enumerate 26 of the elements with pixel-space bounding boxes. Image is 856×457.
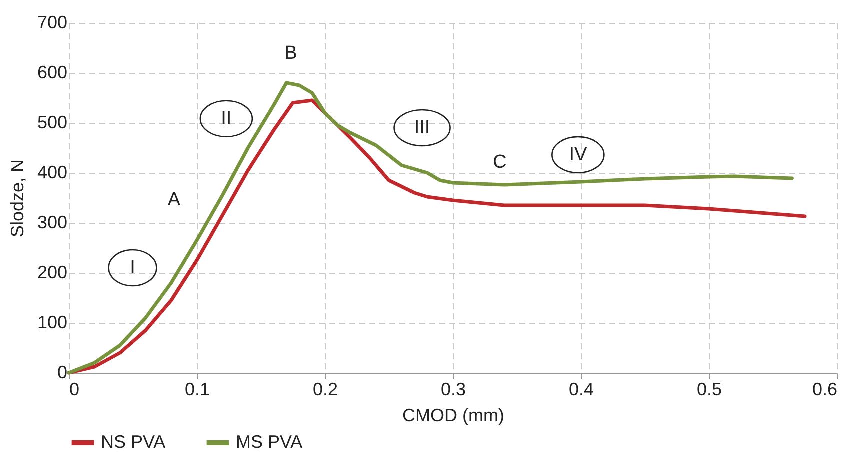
x-tick-label: 0.6 xyxy=(812,380,838,400)
annotation: C xyxy=(492,152,507,174)
annotation: A xyxy=(168,189,181,210)
x-tick-label: 0.3 xyxy=(440,380,466,400)
y-tick-label: 200 xyxy=(37,262,68,282)
legend-label: MS PVA xyxy=(236,432,303,452)
annotation: III xyxy=(414,118,430,138)
x-tick-label: 0.4 xyxy=(568,380,594,400)
x-tick-label: 0.5 xyxy=(696,380,722,400)
y-tick-label: 100 xyxy=(37,312,68,332)
x-tick-label: 0 xyxy=(70,380,80,400)
y-tick-label: 500 xyxy=(37,112,68,132)
y-axis-title: Slodze, N xyxy=(7,159,28,238)
annotation: IV xyxy=(569,144,588,166)
y-tick-label: 0 xyxy=(57,362,68,382)
annotation: I xyxy=(130,258,136,278)
x-tick-label: 0.2 xyxy=(312,380,338,400)
y-tick-label: 400 xyxy=(37,162,68,182)
y-tick-label: 600 xyxy=(37,62,68,82)
y-tick-label: 700 xyxy=(37,12,68,32)
x-tick-label: 0.1 xyxy=(184,380,210,400)
annotation: B xyxy=(284,42,298,64)
annotation: II xyxy=(221,108,232,130)
y-tick-label: 300 xyxy=(37,212,68,232)
legend-label: NS PVA xyxy=(101,432,166,452)
x-axis-title: CMOD (mm) xyxy=(402,406,504,426)
